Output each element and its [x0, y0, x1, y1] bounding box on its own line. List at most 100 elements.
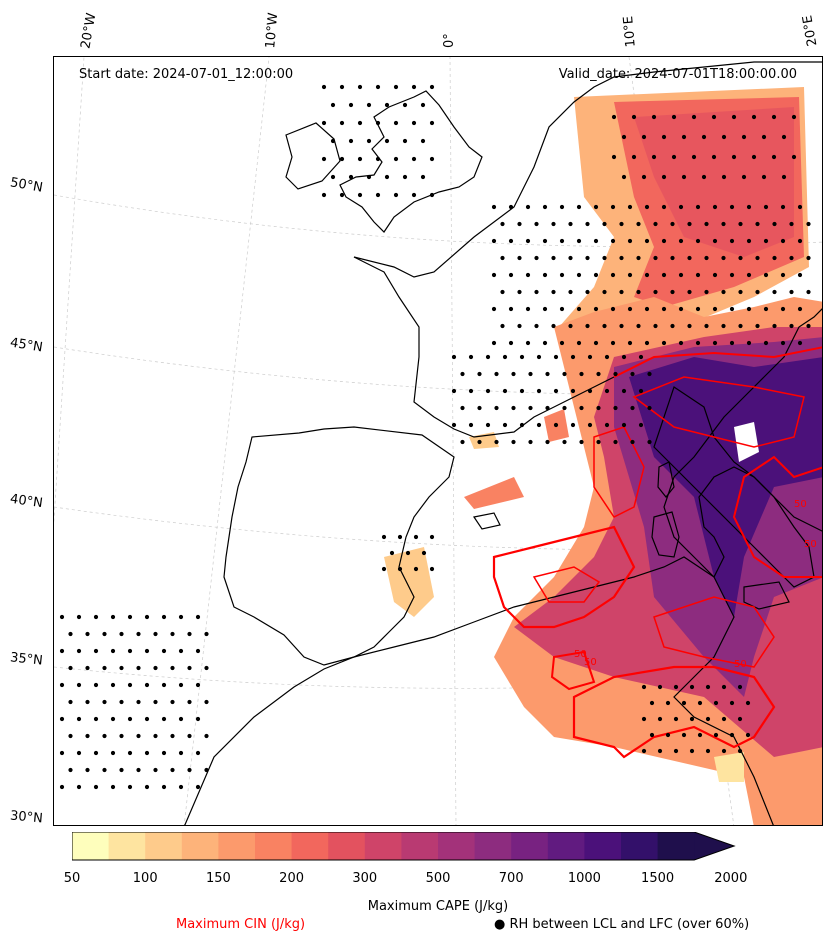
rh-dot — [321, 156, 327, 162]
rh-dot — [689, 684, 695, 690]
rh-dot — [665, 732, 671, 738]
rh-dot — [678, 306, 684, 312]
rh-dot — [68, 733, 73, 739]
rh-dot — [508, 306, 514, 312]
cin-contour-label: 50 — [734, 659, 747, 670]
rh-dot — [691, 154, 697, 160]
rh-dot — [525, 340, 531, 346]
cin-contours — [492, 346, 822, 759]
cin-contour-label: 50 — [794, 499, 807, 510]
rh-dot — [751, 154, 757, 160]
rh-dot — [195, 648, 201, 654]
colorbar-segment — [218, 832, 256, 860]
rh-dot — [627, 306, 633, 312]
valid-date-label: Valid_date: 2024-07-01T18:00:00.00 — [558, 67, 797, 82]
rh-dot — [649, 732, 655, 738]
rh-dot — [502, 422, 508, 428]
colorbar-segment — [72, 832, 110, 860]
rh-dot — [772, 323, 777, 329]
rh-dot — [525, 204, 531, 210]
rh-dot — [551, 255, 556, 261]
rh-dot — [85, 699, 90, 705]
rh-dot — [576, 340, 582, 346]
rh-dot — [562, 439, 567, 445]
rh-dot — [613, 439, 618, 445]
rh-dot — [178, 750, 184, 756]
rh-dot — [568, 255, 573, 261]
rh-dot — [738, 289, 743, 295]
rh-dot — [491, 340, 497, 346]
rh-dot — [59, 784, 65, 790]
rh-dot — [644, 306, 650, 312]
rh-dot — [384, 102, 390, 108]
rh-dot — [737, 748, 743, 754]
rh-dot — [797, 272, 803, 278]
rh-dot — [187, 699, 192, 705]
rh-dot — [604, 354, 610, 360]
rh-dot — [161, 682, 167, 688]
rh-dot — [755, 323, 760, 329]
rh-dot — [102, 699, 107, 705]
rh-dot — [653, 255, 658, 261]
rh-dot — [721, 221, 726, 227]
rh-dot — [545, 371, 550, 377]
rh-dot — [517, 255, 522, 261]
rh-dot — [534, 255, 539, 261]
rh-dot — [670, 289, 675, 295]
colorbar-outline — [72, 832, 736, 861]
rh-dot — [187, 665, 192, 671]
rh-dot — [393, 192, 399, 198]
rh-dot — [661, 306, 667, 312]
rh-dot — [687, 221, 692, 227]
rh-dot — [93, 648, 99, 654]
rh-dot — [59, 716, 65, 722]
rh-dot — [330, 138, 336, 144]
rh-dot — [102, 665, 107, 671]
rh-dot — [695, 272, 701, 278]
rh-dot — [681, 732, 687, 738]
rh-dot — [195, 682, 201, 688]
rh-dot — [771, 114, 777, 120]
rh-dot — [610, 204, 616, 210]
colorbar-segment — [255, 832, 293, 860]
rh-dot — [397, 534, 403, 540]
rh-dot — [321, 192, 327, 198]
rh-dot — [587, 422, 593, 428]
rh-dot — [657, 684, 663, 690]
rh-dot — [621, 174, 627, 180]
rh-dot — [127, 784, 133, 790]
rh-dot — [613, 371, 618, 377]
rh-dot — [93, 750, 99, 756]
rh-dot — [204, 665, 209, 671]
rh-dot — [477, 371, 482, 377]
rh-dot — [204, 631, 209, 637]
lat-label-40n: 40°N — [9, 491, 44, 512]
rh-dot — [339, 84, 345, 90]
rh-dot — [763, 204, 769, 210]
rh-dot — [420, 102, 426, 108]
rh-dot — [421, 550, 427, 556]
rh-dot — [102, 767, 107, 773]
rh-dot — [678, 340, 684, 346]
rh-dot — [59, 682, 65, 688]
rh-dot — [746, 340, 752, 346]
rh-dot — [348, 102, 354, 108]
rh-dot — [93, 784, 99, 790]
rh-dot — [636, 323, 641, 329]
rh-dot — [763, 340, 769, 346]
rh-dot — [536, 354, 542, 360]
map-panel: 50 50 50 50 50 — [53, 56, 823, 826]
rh-dot — [673, 684, 679, 690]
rh-dot — [627, 238, 633, 244]
rh-dot — [381, 566, 387, 572]
lon-label-0: 0° — [442, 33, 457, 48]
rh-dot — [76, 750, 82, 756]
rh-dot — [528, 439, 533, 445]
rh-dot — [738, 323, 743, 329]
rh-dot — [746, 272, 752, 278]
rh-dot — [631, 154, 637, 160]
rh-dot — [611, 114, 617, 120]
rh-dot — [791, 154, 797, 160]
rh-dot — [631, 114, 637, 120]
